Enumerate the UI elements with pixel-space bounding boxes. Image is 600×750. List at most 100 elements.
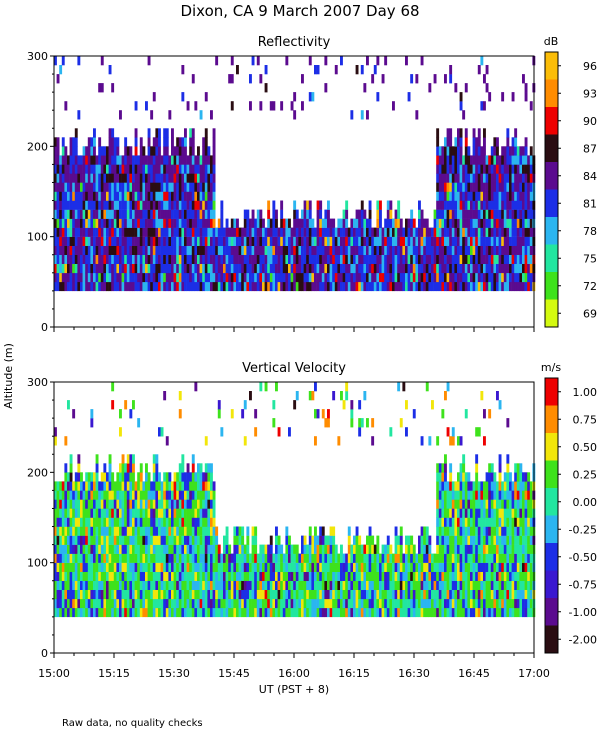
heatmap-cell: [516, 254, 520, 264]
heatmap-cell: [475, 245, 479, 255]
heatmap-cell: [64, 272, 68, 283]
heatmap-cell: [54, 191, 57, 201]
heatmap-cell: [178, 607, 182, 618]
heatmap-cell: [293, 589, 297, 600]
heatmap-cell: [207, 535, 211, 545]
heatmap-cell: [498, 218, 502, 228]
heatmap-cell: [433, 580, 437, 590]
heatmap-cell: [241, 281, 245, 292]
heatmap-cell: [67, 589, 70, 600]
heatmap-cell: [438, 490, 442, 500]
heatmap-cell: [238, 245, 242, 255]
heatmap-cell: [516, 200, 520, 210]
heatmap-cell: [436, 544, 440, 554]
heatmap-cell: [204, 535, 208, 545]
heatmap-cell: [425, 544, 429, 554]
heatmap-cell: [454, 562, 458, 572]
heatmap-cell: [301, 544, 304, 554]
heatmap-cell: [329, 607, 333, 618]
heatmap-cell: [93, 272, 96, 283]
heatmap-cell: [67, 218, 70, 228]
heatmap-cell: [464, 155, 468, 165]
heatmap-cell: [449, 472, 453, 482]
heatmap-cell: [347, 580, 351, 590]
heatmap-cell: [59, 272, 63, 283]
heatmap-cell: [420, 56, 424, 66]
heatmap-cell: [69, 535, 73, 545]
heatmap-cell: [425, 535, 429, 545]
heatmap-cell: [124, 463, 128, 473]
heatmap-cell: [184, 236, 187, 246]
heatmap-cell: [134, 580, 138, 590]
heatmap-cell: [184, 146, 187, 156]
heatmap-cell: [264, 281, 268, 292]
heatmap-cell: [438, 218, 442, 228]
heatmap-cell: [321, 272, 325, 283]
heatmap-cell: [87, 553, 91, 563]
heatmap-cell: [124, 526, 128, 536]
heatmap-cell: [150, 499, 154, 509]
heatmap-cell: [477, 508, 481, 518]
heatmap-cell: [199, 535, 203, 545]
heatmap-cell: [277, 227, 281, 237]
heatmap-cell: [399, 272, 403, 283]
heatmap-cell: [293, 209, 297, 219]
heatmap-cell: [262, 607, 265, 618]
heatmap-cell: [524, 155, 528, 165]
heatmap-cell: [345, 607, 349, 618]
heatmap-cell: [308, 571, 312, 581]
heatmap-cell: [316, 598, 320, 609]
heatmap-cell: [82, 245, 86, 255]
heatmap-cell: [389, 254, 393, 264]
heatmap-cell: [475, 490, 479, 500]
heatmap-cell: [454, 236, 458, 246]
heatmap-cell: [498, 544, 502, 554]
heatmap-cell: [353, 580, 356, 590]
heatmap-cell: [186, 200, 190, 210]
heatmap-cell: [405, 56, 408, 66]
heatmap-cell: [516, 209, 520, 219]
heatmap-cell: [186, 607, 190, 618]
heatmap-cell: [423, 598, 427, 609]
heatmap-cell: [124, 499, 128, 509]
heatmap-cell: [145, 481, 148, 491]
heatmap-cell: [121, 191, 125, 201]
heatmap-cell: [72, 272, 76, 283]
heatmap-cell: [355, 281, 359, 292]
heatmap-cell: [176, 553, 180, 563]
heatmap-cell: [72, 562, 76, 572]
heatmap-cell: [480, 598, 484, 609]
heatmap-cell: [173, 481, 177, 491]
heatmap-cell: [483, 589, 486, 600]
heatmap-cell: [319, 580, 323, 590]
heatmap-cell: [347, 535, 351, 545]
heatmap-cell: [529, 101, 533, 111]
heatmap-cell: [464, 146, 468, 156]
heatmap-cell: [215, 263, 219, 274]
heatmap-cell: [111, 146, 115, 156]
heatmap-cell: [119, 218, 122, 228]
heatmap-cell: [462, 218, 466, 228]
heatmap-cell: [106, 508, 109, 518]
heatmap-cell: [56, 272, 60, 283]
heatmap-cell: [108, 200, 112, 210]
heatmap-cell: [392, 607, 395, 618]
heatmap-cell: [121, 155, 125, 165]
heatmap-cell: [259, 272, 263, 283]
heatmap-cell: [165, 137, 169, 147]
heatmap-cell: [524, 508, 528, 518]
heatmap-cell: [519, 481, 523, 491]
heatmap-cell: [288, 553, 291, 563]
heatmap-cell: [319, 200, 323, 210]
heatmap-cell: [311, 254, 315, 264]
heatmap-cell: [165, 490, 169, 500]
heatmap-cell: [290, 598, 294, 609]
heatmap-cell: [124, 400, 128, 410]
heatmap-cell: [129, 227, 133, 237]
heatmap-cell: [207, 200, 211, 210]
heatmap-cell: [493, 472, 497, 482]
heatmap-cell: [215, 254, 219, 264]
heatmap-cell: [54, 436, 57, 446]
heatmap-cell: [147, 245, 151, 255]
